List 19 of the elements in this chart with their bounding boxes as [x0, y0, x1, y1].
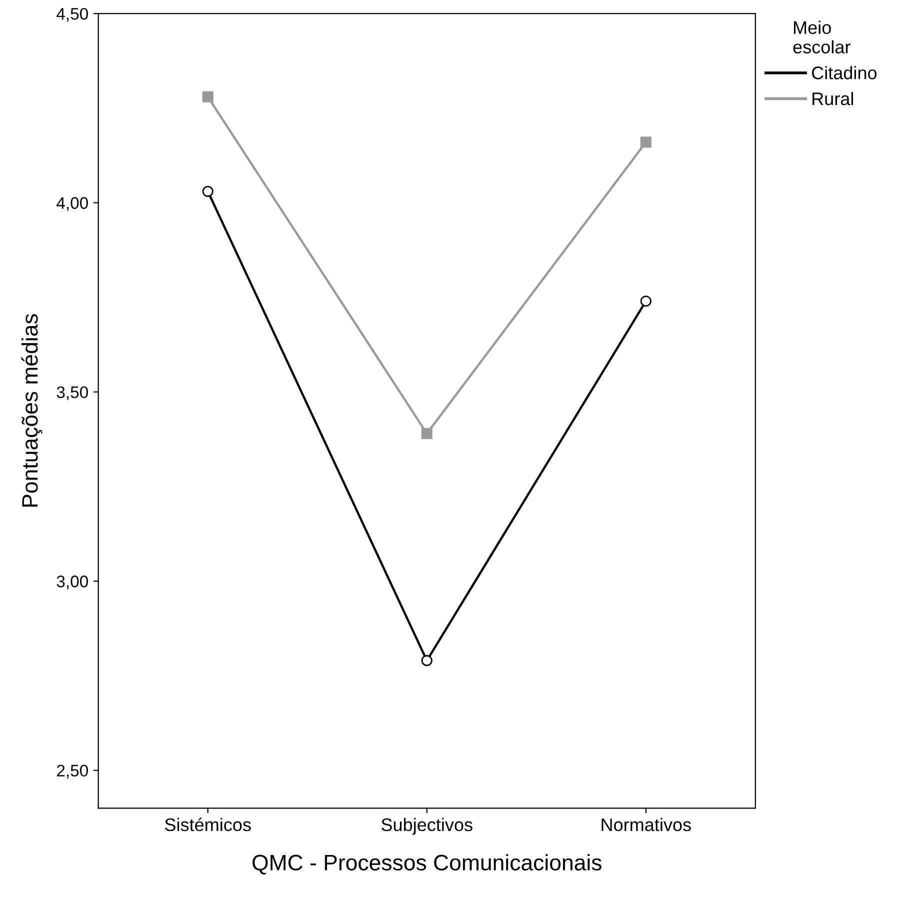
y-tick-label: 4,50 [56, 8, 88, 22]
point [640, 296, 652, 307]
y-tick-label: 2,50 [57, 764, 88, 779]
y-axis-title: Pontuações médias [21, 314, 42, 507]
y-tick-label: 4,00 [56, 197, 88, 211]
point [202, 91, 214, 102]
x-tick-label: Subjectivos [382, 818, 472, 835]
point [421, 428, 432, 440]
legend-label: Rural [812, 92, 854, 106]
x-tick-label: Sistémicos [165, 818, 251, 832]
y-tick-label: 3,00 [56, 576, 88, 590]
x-tick-label: Normativos [602, 818, 691, 832]
point [640, 136, 652, 148]
legend-label: Citadino [812, 66, 877, 80]
y-tick-label: 3,50 [56, 386, 88, 400]
x-axis-title: QMC - Processos Comunicacionais [252, 854, 602, 874]
point [202, 186, 214, 197]
point [421, 655, 432, 666]
legend-title: Meio escolar [793, 20, 850, 54]
